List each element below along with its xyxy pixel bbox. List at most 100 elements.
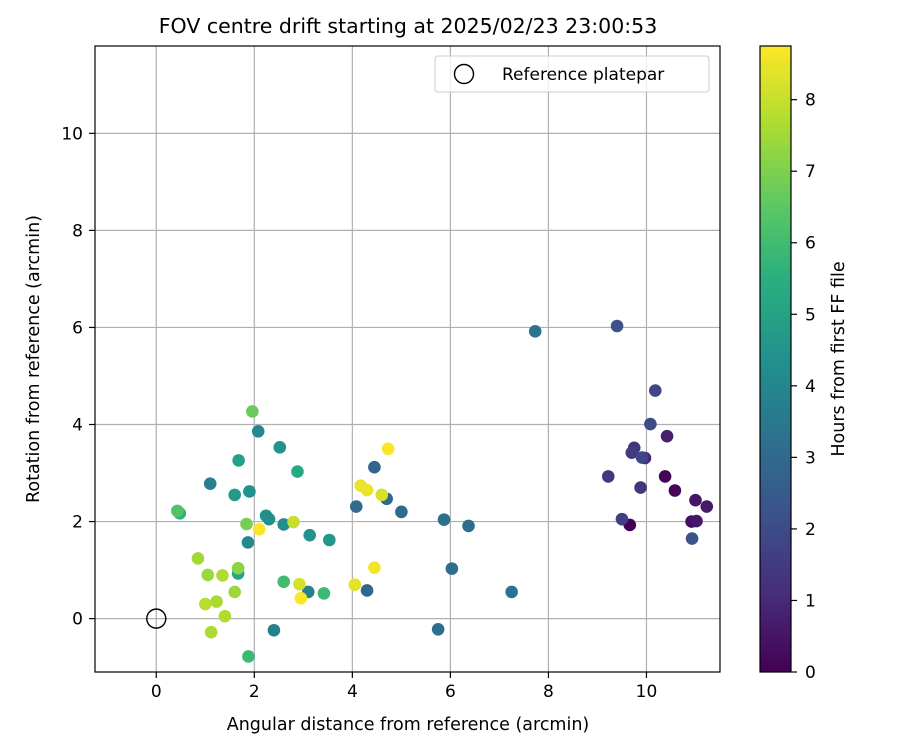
colorbar-tick-label: 1 — [805, 591, 816, 611]
data-point — [294, 591, 308, 605]
data-point — [625, 446, 639, 459]
data-point — [228, 585, 242, 599]
data-point — [348, 578, 362, 591]
colorbar: 0 1 2 3 4 5 6 7 8 Hours from first FF file — [759, 45, 849, 683]
data-point — [262, 512, 276, 526]
colorbar-tick-label: 7 — [805, 162, 816, 182]
data-point — [658, 470, 672, 483]
data-point — [287, 515, 300, 529]
data-point — [375, 488, 389, 502]
data-point — [171, 504, 184, 518]
y-tick-label: 2 — [72, 513, 83, 533]
x-tick-label: 6 — [445, 682, 456, 702]
data-point — [700, 500, 714, 513]
legend: Reference platepar — [434, 55, 710, 93]
legend-label: Reference platepar — [502, 65, 664, 85]
data-point — [240, 517, 253, 531]
data-point — [210, 595, 223, 608]
colorbar-tick-label: 8 — [805, 91, 816, 111]
data-point — [634, 481, 647, 494]
data-point — [241, 536, 255, 549]
data-point — [267, 623, 281, 637]
colorbar-gradient — [760, 46, 791, 672]
reference-marker — [146, 608, 167, 629]
data-point — [317, 587, 331, 600]
data-point — [381, 442, 395, 456]
data-point — [689, 493, 702, 507]
chart-title: FOV centre drift starting at 2025/02/23 … — [159, 14, 658, 38]
data-point — [252, 523, 266, 536]
data-point — [218, 609, 232, 623]
colorbar-tick-label: 0 — [805, 663, 816, 683]
data-point — [685, 532, 699, 545]
data-point — [203, 477, 217, 491]
grid — [95, 46, 720, 672]
data-point — [644, 417, 657, 431]
data-point — [615, 512, 629, 526]
colorbar-tick-label: 5 — [805, 305, 816, 325]
colorbar-tick-label: 3 — [805, 448, 816, 468]
data-point — [273, 441, 287, 454]
x-axis-label: Angular distance from reference (arcmin) — [227, 715, 590, 735]
data-point — [462, 519, 475, 533]
y-tick-label: 6 — [72, 318, 83, 338]
data-point — [246, 405, 259, 418]
colorbar-label: Hours from first FF file — [829, 261, 849, 456]
colorbar-ticks: 0 1 2 3 4 5 6 7 8 — [791, 91, 816, 683]
data-point — [216, 569, 229, 582]
data-point — [228, 488, 242, 502]
colorbar-tick-label: 2 — [805, 520, 816, 540]
data-point — [323, 533, 336, 547]
data-point — [251, 425, 265, 438]
data-point — [201, 568, 215, 582]
data-points — [171, 319, 714, 663]
data-point — [635, 451, 649, 464]
y-tick-label: 0 — [72, 610, 83, 630]
data-point — [610, 319, 624, 333]
data-point — [349, 500, 363, 513]
data-point — [505, 585, 518, 599]
x-tick-label: 2 — [249, 682, 260, 702]
data-point — [204, 625, 218, 639]
legend-marker — [453, 63, 475, 85]
data-point — [242, 650, 255, 663]
y-tick-label: 8 — [72, 221, 83, 241]
data-point — [293, 577, 306, 591]
data-point — [231, 561, 245, 575]
data-point — [648, 384, 662, 397]
data-point — [601, 470, 615, 483]
data-point — [690, 514, 703, 528]
x-axis-ticks: 0 2 4 6 8 10 — [151, 672, 657, 702]
y-tick-label: 10 — [61, 124, 83, 144]
colorbar-tick-label: 4 — [805, 377, 816, 397]
y-axis-label: Rotation from reference (arcmin) — [24, 215, 44, 503]
data-point — [368, 561, 381, 574]
data-point — [291, 465, 304, 478]
data-point — [198, 597, 212, 611]
legend-box — [434, 55, 710, 93]
data-point — [303, 528, 317, 542]
x-tick-label: 4 — [347, 682, 358, 702]
x-tick-label: 10 — [636, 682, 658, 702]
data-point — [232, 454, 245, 467]
data-point — [360, 483, 374, 497]
colorbar-frame — [759, 45, 792, 673]
plot-frame — [94, 45, 721, 673]
data-point — [437, 513, 451, 526]
data-point — [528, 325, 542, 338]
data-point — [191, 552, 205, 565]
data-point — [277, 575, 291, 589]
data-point — [660, 429, 674, 443]
data-point — [277, 518, 291, 531]
data-point — [368, 460, 381, 474]
data-point — [360, 584, 374, 597]
data-point — [243, 485, 256, 498]
data-point — [668, 484, 682, 497]
data-point — [445, 562, 459, 575]
x-tick-label: 8 — [543, 682, 554, 702]
colorbar-tick-label: 6 — [805, 234, 816, 254]
data-point — [395, 505, 408, 519]
y-tick-label: 4 — [72, 416, 83, 436]
data-point — [431, 622, 445, 636]
y-axis-ticks: 0 2 4 6 8 10 — [61, 124, 95, 630]
